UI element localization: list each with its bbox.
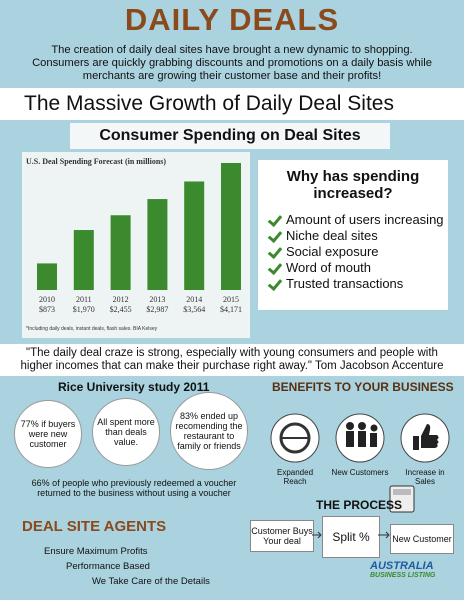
x-tick-label: 2012	[113, 295, 129, 304]
agent-item: Ensure Maximum Profits	[44, 546, 148, 557]
subbanner: Consumer Spending on Deal Sites	[70, 123, 390, 149]
chart-title: U.S. Deal Spending Forecast (in millions…	[26, 157, 166, 166]
logo-tagline: BUSINESS LISTING	[370, 572, 436, 579]
benefit-caption: New Customers	[331, 468, 389, 477]
value-label: $873	[39, 305, 55, 314]
reasons-panel: Why has spending increased? Amount of us…	[258, 160, 448, 310]
x-tick-label: 2010	[39, 295, 55, 304]
study-footer: 66% of people who previously redeemed a …	[31, 478, 237, 498]
study-title: Rice University study 2011	[58, 380, 210, 394]
value-label: $2,987	[146, 305, 168, 314]
reasons-list: Amount of users increasing Niche deal si…	[258, 212, 448, 292]
agent-item: We Take Care of the Details	[92, 576, 210, 587]
benefit-caption: Increase in Sales	[405, 468, 445, 486]
x-tick-label: 2014	[186, 295, 202, 304]
study-stat: All spent more than deals value.	[92, 398, 160, 466]
reason: Trusted transactions	[268, 276, 448, 292]
chart-note: *Including daily deals, instant deals, f…	[26, 326, 158, 332]
x-tick-label: 2011	[76, 295, 92, 304]
logo-name: AUSTRALIA	[370, 560, 434, 572]
bar	[184, 181, 205, 290]
chart: U.S. Deal Spending Forecast (in millions…	[26, 157, 242, 332]
value-label: $1,970	[73, 305, 95, 314]
bar	[147, 199, 168, 290]
value-label: $4,171	[220, 305, 242, 314]
process-arrows	[312, 531, 390, 539]
reason: Social exposure	[268, 244, 448, 260]
study-stat: 83% ended up recomending the restaurant …	[170, 392, 248, 470]
thumb-icon	[413, 424, 439, 450]
bar	[37, 263, 57, 290]
reason: Amount of users increasing	[268, 212, 448, 228]
title: DAILY DEALS	[124, 2, 340, 37]
agent-item: Performance Based	[66, 561, 150, 572]
intro: The creation of daily deal sites have br…	[32, 44, 432, 82]
agents-title: DEAL SITE AGENTS	[22, 518, 167, 535]
benefit-caption: Expanded Reach	[276, 468, 314, 486]
process-step: New Customer	[390, 524, 454, 554]
calculator-icon	[389, 485, 415, 513]
banner: The Massive Growth of Daily Deal Sites	[0, 88, 464, 120]
benefit-icons	[270, 413, 450, 463]
process-step: Split %	[322, 516, 380, 558]
reason: Word of mouth	[268, 260, 448, 276]
study-stat: 77% if buyers were new customer	[14, 400, 82, 468]
reasons-title: Why has spending increased?	[286, 168, 420, 202]
process-title: THE PROCESS	[316, 498, 403, 512]
chart-panel: U.S. Deal Spending Forecast (in millions…	[22, 152, 250, 338]
benefits-title: BENEFITS TO YOUR BUSINESS	[272, 380, 454, 394]
reason: Niche deal sites	[268, 228, 448, 244]
value-label: $2,455	[110, 305, 132, 314]
people-icon	[346, 422, 378, 447]
bar	[110, 215, 131, 290]
x-tick-label: 2013	[149, 295, 165, 304]
bar	[221, 163, 241, 290]
x-tick-label: 2015	[223, 295, 239, 304]
quote: "The daily deal craze is strong, especia…	[0, 344, 464, 376]
bar	[73, 230, 94, 290]
value-label: $3,564	[183, 305, 205, 314]
process-step: Customer Buys Your deal	[250, 520, 314, 552]
logo: AUSTRALIA BUSINESS LISTING	[370, 560, 462, 579]
